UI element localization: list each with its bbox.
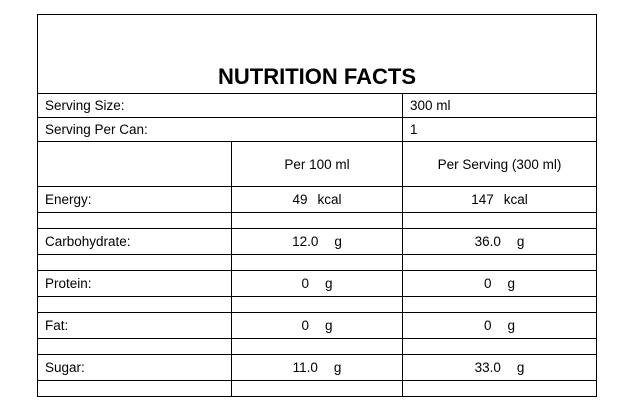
nutrient-label: Carbohydrate: (37, 228, 232, 255)
empty-cell (231, 212, 403, 229)
unit-label: kcal (317, 192, 342, 207)
spacer-row (37, 296, 597, 313)
empty-cell (37, 380, 232, 397)
unit-label: g (507, 276, 516, 291)
per-serving-value: 33.0 (474, 360, 501, 375)
column-header-row: Per 100 ml Per Serving (300 ml) (37, 141, 597, 187)
empty-cell (402, 380, 597, 397)
per-100-value: 49 (292, 192, 308, 207)
per-serving-cell: 36.0 g (402, 228, 597, 255)
spacer-row (37, 338, 597, 355)
unit-label: g (333, 360, 342, 375)
spacer-row (37, 212, 597, 229)
empty-cell (37, 296, 232, 313)
serving-per-can-label: Serving Per Can: (37, 117, 403, 142)
empty-cell (37, 254, 232, 271)
per-serving-value: 36.0 (474, 234, 501, 249)
spacer-row (37, 380, 597, 397)
serving-per-can-row: Serving Per Can: 1 (37, 117, 597, 142)
column-header-blank (37, 141, 232, 187)
per-serving-value: 0 (483, 276, 492, 291)
unit-label: g (516, 360, 525, 375)
title-row: NUTRITION FACTS (37, 14, 597, 94)
per-100-value: 0 (301, 318, 309, 333)
per-serving-value: 147 (471, 192, 494, 207)
nutrient-row-energy: Energy: 49 kcal 147 kcal (37, 186, 597, 213)
serving-per-can-value: 1 (402, 117, 597, 142)
empty-cell (231, 380, 403, 397)
per-100-value: 0 (301, 276, 309, 291)
serving-size-value: 300 ml (402, 93, 597, 118)
empty-cell (231, 338, 403, 355)
serving-size-row: Serving Size: 300 ml (37, 93, 597, 118)
unit-label: g (507, 318, 516, 333)
per-serving-cell: 147 kcal (402, 186, 597, 213)
per-serving-value: 0 (483, 318, 492, 333)
table-title: NUTRITION FACTS (37, 14, 597, 94)
nutrient-label: Sugar: (37, 354, 232, 381)
unit-label: g (325, 318, 333, 333)
per-100-cell: 11.0 g (231, 354, 403, 381)
column-header-per-100: Per 100 ml (231, 141, 403, 187)
empty-cell (402, 254, 597, 271)
unit-label: g (334, 234, 342, 249)
serving-size-label: Serving Size: (37, 93, 403, 118)
per-100-cell: 12.0 g (231, 228, 403, 255)
column-header-per-serving: Per Serving (300 ml) (402, 141, 597, 187)
unit-label: g (516, 234, 525, 249)
empty-cell (231, 254, 403, 271)
per-100-value: 12.0 (292, 234, 319, 249)
empty-cell (37, 338, 232, 355)
nutrition-facts-table: NUTRITION FACTS Serving Size: 300 ml Ser… (37, 14, 597, 397)
spacer-row (37, 254, 597, 271)
empty-cell (402, 212, 597, 229)
per-100-value: 11.0 (292, 360, 318, 375)
nutrient-label: Protein: (37, 270, 232, 297)
per-100-cell: 49 kcal (231, 186, 403, 213)
empty-cell (231, 296, 403, 313)
empty-cell (402, 338, 597, 355)
nutrient-row-carbohydrate: Carbohydrate: 12.0 g 36.0 g (37, 228, 597, 255)
nutrient-label: Energy: (37, 186, 232, 213)
empty-cell (402, 296, 597, 313)
per-serving-cell: 33.0 g (402, 354, 597, 381)
nutrient-label: Fat: (37, 312, 232, 339)
empty-cell (37, 212, 232, 229)
unit-label: kcal (503, 192, 528, 207)
unit-label: g (325, 276, 333, 291)
nutrient-row-sugar: Sugar: 11.0 g 33.0 g (37, 354, 597, 381)
